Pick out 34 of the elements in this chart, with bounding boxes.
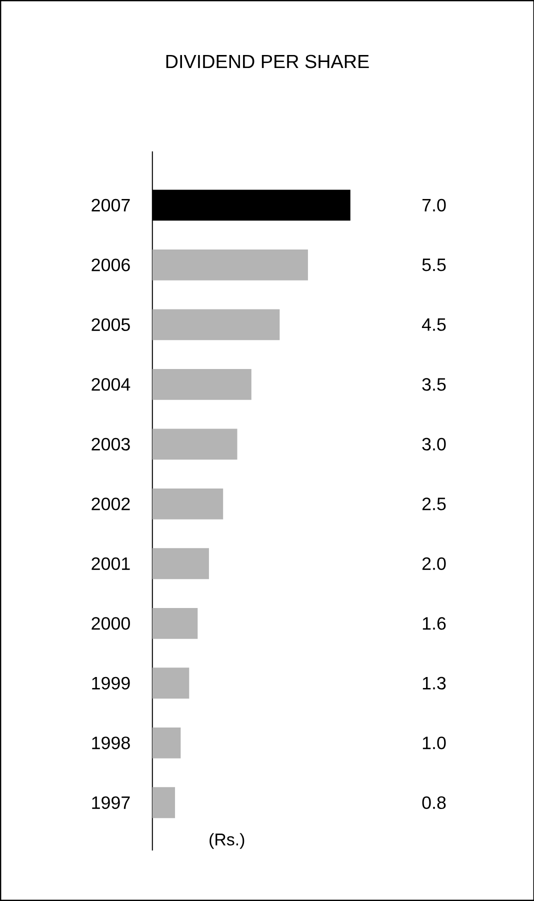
y-tick-label: 1999 xyxy=(92,676,130,690)
bar xyxy=(152,548,209,580)
bar xyxy=(152,249,308,280)
y-tick-label: 2003 xyxy=(91,438,130,451)
data-label: 3.5 xyxy=(422,378,446,391)
y-tick-label: 2007 xyxy=(91,198,130,212)
y-tick-label: 2001 xyxy=(91,557,130,570)
data-label: 1.3 xyxy=(422,676,446,690)
bar xyxy=(152,309,280,340)
bar xyxy=(152,668,189,699)
data-label: 1.6 xyxy=(422,617,446,630)
data-label: 2.0 xyxy=(422,557,446,570)
data-label: 5.5 xyxy=(422,258,446,272)
data-label: 7.0 xyxy=(422,198,446,212)
bar xyxy=(152,608,198,639)
data-label: 4.5 xyxy=(422,318,446,331)
y-tick-label: 2005 xyxy=(91,318,130,332)
bar xyxy=(152,428,238,460)
y-tick-label: 1997 xyxy=(92,796,130,809)
bar xyxy=(152,368,252,400)
data-label: 3.0 xyxy=(422,438,446,451)
y-tick-label: 2002 xyxy=(91,498,130,510)
y-tick-label: 2006 xyxy=(91,258,130,272)
data-label: 1.0 xyxy=(422,736,446,750)
bar xyxy=(152,787,175,818)
bar xyxy=(152,488,223,520)
y-tick-label: 2000 xyxy=(91,617,130,630)
data-label: 2.5 xyxy=(422,498,446,510)
x-axis-title: (Rs.) xyxy=(209,833,244,849)
y-tick-label: 2004 xyxy=(91,378,130,391)
data-label: 0.8 xyxy=(422,796,446,809)
y-tick-label: 1998 xyxy=(92,736,130,750)
bar xyxy=(152,727,180,758)
chart-title: DIVIDEND PER SHARE xyxy=(166,54,369,68)
